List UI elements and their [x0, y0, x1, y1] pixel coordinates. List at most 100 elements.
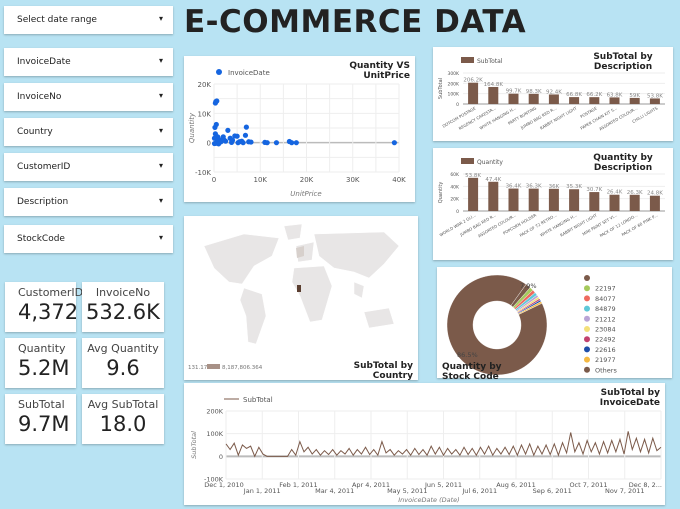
x-tick-label: Dec 8, 2...: [629, 481, 662, 489]
x-tick-label: Feb 1, 2011: [279, 481, 317, 489]
scatter-point: [264, 140, 270, 146]
scorecard-label: Quantity: [18, 342, 66, 355]
y-axis-label: Quantity: [438, 182, 444, 204]
subtotal-series-line: [225, 431, 662, 458]
y-tick-label: 20K: [450, 197, 460, 203]
x-tick-label: Jan 1, 2011: [243, 487, 281, 495]
legend-marker: [584, 326, 590, 332]
filter-label: InvoiceNo: [17, 92, 62, 102]
date-range-picker[interactable]: Select date range ▾: [4, 6, 173, 34]
line-chart-card: SubTotal by InvoiceDate SubTotal -100K 0 10…: [184, 383, 665, 505]
filter-country[interactable]: Country ▾: [4, 118, 173, 146]
legend-swatch: [461, 57, 474, 63]
chart-title: Quantity by Description: [593, 153, 653, 173]
bar-data-label: 30.7K: [586, 187, 602, 193]
x-tick-label: 20K: [300, 176, 314, 184]
world-map[interactable]: 131.17 8,187,806.364: [184, 216, 418, 380]
quantity-bar-card: Quantity by Description Quantity 0 20K 40K 6…: [433, 148, 673, 260]
x-tick-label: Sep 6, 2011: [533, 487, 572, 495]
country-shape: [353, 281, 365, 299]
bar: [488, 181, 499, 211]
bar: [508, 188, 519, 211]
scatter-point: [228, 139, 235, 145]
country-shape: [203, 233, 280, 285]
bar: [508, 93, 519, 104]
scatter-point: [293, 140, 299, 146]
y-tick-label: 200K: [447, 81, 460, 87]
filter-label: Select date range: [17, 15, 97, 25]
legend-marker: [584, 305, 590, 312]
x-axis-label: UnitPrice: [290, 190, 321, 198]
bar-data-label: 206.2K: [463, 78, 483, 84]
subtotal-bar-card: SubTotal by Description SubTotal 0 100K 200…: [433, 47, 673, 141]
y-tick-label: 20K: [198, 81, 212, 89]
scorecard-invoiceno: InvoiceNo 532.6K: [82, 282, 164, 332]
scatter-point: [221, 137, 227, 143]
bar: [528, 188, 539, 211]
scorecard-subtotal: SubTotal 9.7M: [5, 394, 76, 444]
x-tick-label: Aug 6, 2011: [496, 481, 536, 489]
x-tick-label: 40K: [392, 176, 406, 184]
bar-data-label: 164.8K: [484, 82, 504, 88]
dropdown-arrow-icon: ▾: [158, 196, 163, 205]
bar: [589, 192, 600, 211]
scorecard-avg-quantity: Avg Quantity 9.6: [82, 338, 164, 388]
scorecard-value: 9.6: [106, 356, 140, 380]
filter-stockcode[interactable]: StockCode ▾: [4, 225, 173, 253]
x-tick-label: Mar 4, 2011: [315, 487, 354, 495]
country-shape: [313, 231, 400, 279]
chart-title: Quantity by Stock Code: [442, 362, 502, 382]
chart-title: SubTotal by Description: [593, 52, 653, 72]
dropdown-arrow-icon: ▾: [158, 161, 163, 170]
legend-label: 23084: [595, 326, 616, 334]
bar-data-label: 92.4K: [546, 89, 562, 95]
legend-marker: [584, 346, 590, 353]
filter-label: StockCode: [17, 234, 65, 244]
filter-invoicedate[interactable]: InvoiceDate ▾: [4, 48, 173, 76]
map-chart-card: 131.17 8,187,806.364 SubTotal by Country: [184, 216, 418, 381]
legend-label: InvoiceDate: [228, 69, 270, 77]
filter-customerid[interactable]: CustomerID ▾: [4, 153, 173, 181]
y-tick-label: -100K: [204, 476, 224, 484]
map-range-max: 8,187,806.364: [222, 365, 263, 371]
chart-title: Quantity VS UnitPrice: [349, 61, 410, 81]
pie-chart-card: 7.9% 86.5% 22197 84077 84879 21212 23084 22492 2…: [437, 267, 672, 382]
bar: [548, 94, 559, 104]
bar-data-label: 66.2K: [586, 92, 602, 98]
bar: [609, 97, 620, 104]
y-tick-label: 0: [456, 209, 459, 215]
x-tick-label: May 5, 2011: [387, 487, 427, 495]
legend-marker: [584, 356, 590, 363]
filter-invoiceno[interactable]: InvoiceNo ▾: [4, 83, 173, 111]
legend-marker: [216, 69, 222, 75]
x-tick-label: Oct 7, 2011: [569, 481, 607, 489]
slice-label: 7.9%: [520, 282, 537, 290]
filter-description[interactable]: Description ▾: [4, 188, 173, 216]
x-tick-label: 30K: [346, 176, 360, 184]
bar: [569, 97, 580, 104]
map-gradient-swatch: [207, 364, 220, 369]
y-axis-label: SubTotal: [438, 78, 444, 99]
scatter-point: [289, 140, 295, 146]
legend-marker: [584, 315, 590, 322]
bar: [488, 86, 499, 104]
y-tick-label: 100K: [206, 430, 223, 438]
bar: [609, 194, 620, 211]
legend-marker: [584, 275, 590, 281]
scorecard-label: Avg SubTotal: [87, 398, 159, 411]
dashboard-title: E-COMMERCE DATA: [184, 4, 527, 40]
bar-data-label: 36.4K: [506, 184, 522, 190]
slice-label: 86.5%: [457, 351, 478, 359]
filter-label: CustomerID: [17, 162, 71, 172]
legend-label: SubTotal: [477, 58, 503, 65]
legend-label: 21212: [595, 315, 616, 323]
legend-swatch: [461, 158, 474, 164]
legend-label: 22616: [595, 346, 616, 354]
scatter-point: [243, 124, 249, 130]
scatter-point: [213, 99, 219, 105]
scorecard-value: 532.6K: [86, 300, 160, 324]
legend-label: SubTotal: [243, 396, 273, 404]
y-tick-label: 0: [219, 453, 223, 461]
